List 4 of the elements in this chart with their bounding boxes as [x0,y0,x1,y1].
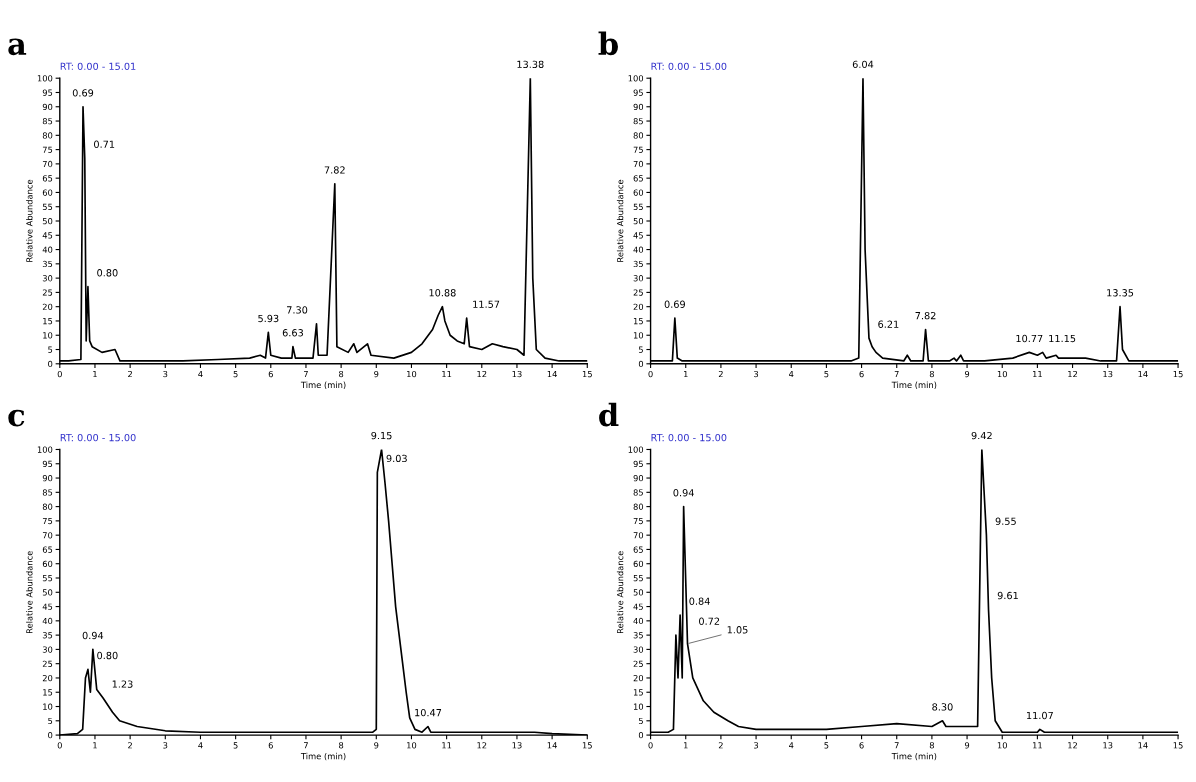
chart-title: b [598,31,618,56]
chart-title: c [8,409,25,427]
chart-title: a [8,38,27,56]
chart-title: d [599,402,619,427]
